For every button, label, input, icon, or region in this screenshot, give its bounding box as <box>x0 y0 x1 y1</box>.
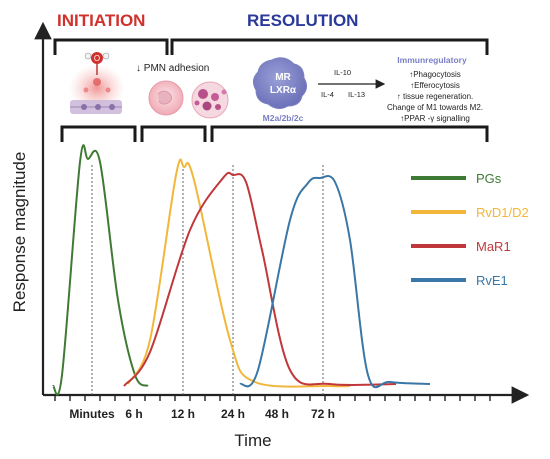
bracket-pmn-phase <box>140 125 207 142</box>
legend: PGs RvD1/D2 MaR1 RvE1 <box>411 171 529 288</box>
x-tick-labels: Minutes 6 h 12 h 24 h 48 h 72 h <box>69 407 335 421</box>
apoptotic-cell-icon <box>191 81 229 119</box>
x-tick-label: 48 h <box>265 407 289 421</box>
macrophage-receptor-lxr: LXRα <box>270 85 297 96</box>
bracket-macrophage-phase <box>210 125 489 142</box>
x-tick-label: 24 h <box>221 407 245 421</box>
resolution-heading: RESOLUTION <box>247 11 358 30</box>
bracket-initiation-phase <box>60 125 137 142</box>
pmn-adhesion-label: ↓ PMN adhesion <box>136 63 209 74</box>
x-tick-label: 6 h <box>125 407 142 421</box>
x-axis-label: Time <box>234 431 271 450</box>
immunoregulatory-title: Immunregulatory <box>397 55 467 65</box>
series-curve-rvd1-d2 <box>127 158 351 388</box>
x-tick-label: 12 h <box>171 407 195 421</box>
macrophage-cell-icon <box>252 57 308 110</box>
initiation-heading: INITIATION <box>57 11 145 30</box>
x-axis-tick-marks <box>54 395 491 401</box>
initiation-top-bracket <box>53 38 169 55</box>
x-tick-label: Minutes <box>69 407 115 421</box>
effect-line: ↑ tissue regeneration. <box>397 92 474 101</box>
resolution-top-bracket <box>170 38 489 55</box>
series-curve-rve1 <box>239 175 431 389</box>
effect-line: ↑Efferocytosis <box>410 81 460 90</box>
mediator-curves <box>52 144 431 396</box>
neutrophil-cell-icon <box>148 80 184 116</box>
il4-label: IL-4 <box>321 90 334 99</box>
il10-label: IL-10 <box>334 68 351 77</box>
x-tick-label: 72 h <box>311 407 335 421</box>
effect-line: ↑Phagocytosis <box>409 70 461 79</box>
legend-label: MaR1 <box>476 239 511 254</box>
macrophage-subtypes-label: M2a/2b/2c <box>263 113 304 123</box>
series-curve-pgs <box>52 144 149 396</box>
y-axis-label: Response magnitude <box>10 152 29 313</box>
effect-line: Change of M1 towards M2. <box>387 103 483 112</box>
macrophage-receptor-mr: MR <box>275 72 291 83</box>
legend-label: RvE1 <box>476 273 508 288</box>
il13-label: IL-13 <box>348 90 365 99</box>
svg-text:O: O <box>94 54 100 63</box>
legend-label: RvD1/D2 <box>476 205 529 220</box>
inflamed-tissue-illustration: O <box>69 52 125 114</box>
effect-line: ↑PPAR -γ signalling <box>400 114 470 123</box>
legend-label: PGs <box>476 171 502 186</box>
series-curve-mar1 <box>123 171 397 387</box>
